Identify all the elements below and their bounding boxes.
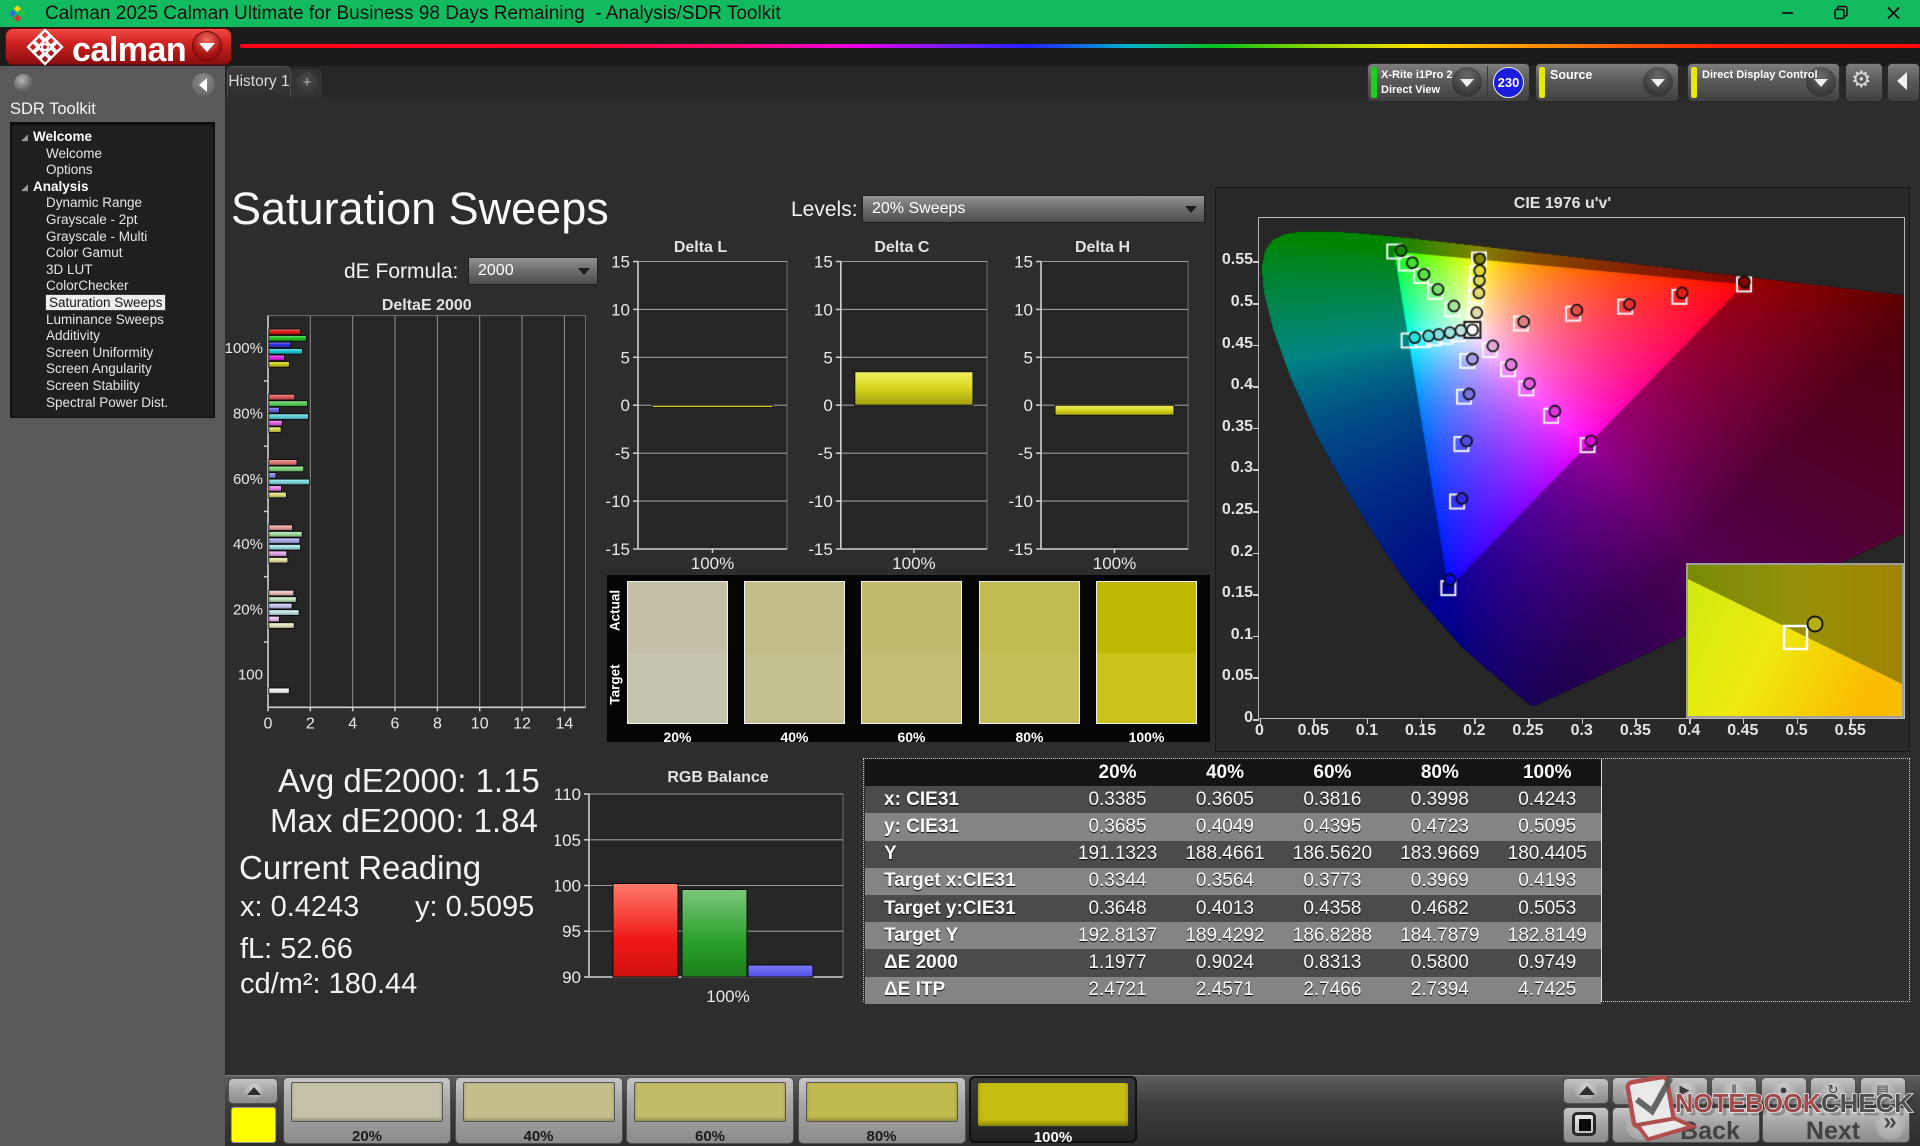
svg-text:14: 14: [556, 715, 574, 732]
svg-text:RGB Balance: RGB Balance: [667, 769, 768, 786]
svg-text:80%: 80%: [233, 406, 263, 423]
svg-text:20%: 20%: [233, 601, 263, 618]
svg-text:100%: 100%: [1093, 554, 1136, 573]
svg-text:100: 100: [238, 667, 263, 684]
svg-text:105: 105: [555, 831, 581, 850]
svg-text:-10: -10: [808, 492, 833, 511]
svg-text:-10: -10: [1008, 492, 1033, 511]
svg-text:10: 10: [471, 715, 489, 732]
svg-text:10: 10: [814, 300, 833, 319]
svg-text:110: 110: [555, 785, 581, 804]
svg-text:5: 5: [1024, 348, 1033, 367]
svg-text:95: 95: [562, 922, 581, 941]
svg-text:100%: 100%: [691, 554, 734, 573]
svg-text:NOTEBOOK: NOTEBOOK: [1675, 1088, 1821, 1118]
svg-text:Delta H: Delta H: [1075, 239, 1130, 256]
svg-text:0: 0: [823, 396, 832, 415]
svg-text:60%: 60%: [233, 471, 263, 488]
svg-text:0: 0: [1024, 396, 1033, 415]
svg-text:-10: -10: [605, 492, 630, 511]
svg-text:-5: -5: [818, 444, 833, 463]
svg-text:DeltaE 2000: DeltaE 2000: [382, 297, 472, 314]
svg-text:-5: -5: [615, 444, 630, 463]
svg-text:6: 6: [391, 715, 400, 732]
svg-text:0: 0: [264, 715, 273, 732]
svg-text:5: 5: [823, 348, 832, 367]
svg-text:10: 10: [611, 300, 630, 319]
svg-text:CHECK: CHECK: [1821, 1088, 1913, 1118]
svg-text:90: 90: [562, 968, 581, 987]
svg-text:15: 15: [814, 253, 833, 272]
svg-text:Delta C: Delta C: [874, 239, 930, 256]
svg-text:15: 15: [611, 253, 630, 272]
svg-text:100: 100: [555, 877, 581, 896]
svg-text:-15: -15: [605, 540, 630, 559]
svg-text:Delta L: Delta L: [674, 239, 728, 256]
svg-text:0: 0: [621, 396, 630, 415]
svg-text:15: 15: [1014, 253, 1033, 272]
svg-text:2: 2: [306, 715, 315, 732]
svg-text:-15: -15: [1008, 540, 1033, 559]
svg-text:12: 12: [513, 715, 531, 732]
svg-text:4: 4: [348, 715, 357, 732]
svg-text:40%: 40%: [233, 536, 263, 553]
svg-text:-5: -5: [1018, 444, 1033, 463]
svg-text:5: 5: [621, 348, 630, 367]
svg-text:100%: 100%: [706, 987, 749, 1006]
svg-text:100%: 100%: [225, 340, 263, 357]
svg-text:-15: -15: [808, 540, 833, 559]
svg-text:10: 10: [1014, 300, 1033, 319]
svg-text:8: 8: [433, 715, 442, 732]
svg-text:100%: 100%: [892, 554, 935, 573]
svg-text:NOTEBOOKCHECK: NOTEBOOKCHECK: [1679, 1092, 1917, 1122]
